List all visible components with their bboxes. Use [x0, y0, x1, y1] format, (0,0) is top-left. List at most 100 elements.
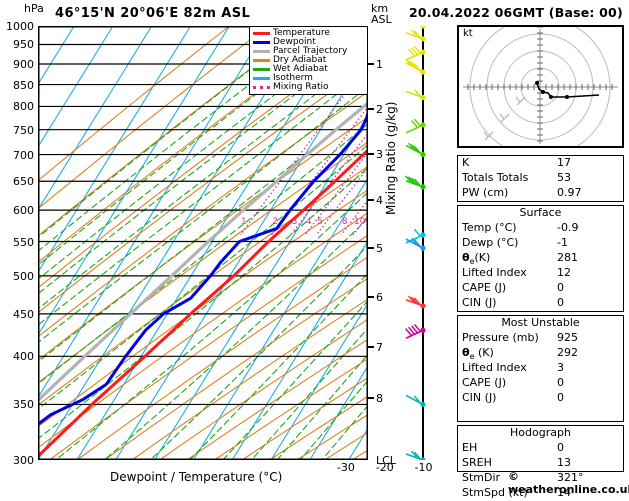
hodograph-panel: kt	[457, 14, 624, 160]
pressure-tick-label: 850	[13, 78, 34, 92]
table-row-value: 0	[557, 376, 564, 389]
pressure-tick-label: 300	[13, 454, 34, 467]
table-row-key: θe (K)	[462, 346, 494, 362]
pressure-tick-label: 750	[13, 123, 34, 137]
pressure-tick-label: 600	[13, 204, 34, 218]
height-asl-label: ASL	[371, 13, 392, 26]
height-tick-mark	[368, 246, 374, 249]
table-row-value: 13	[557, 456, 571, 469]
height-tick-mark	[368, 153, 374, 155]
legend-label: Wet Adiabat	[273, 64, 328, 74]
table-row-value: 12	[557, 266, 571, 279]
table-row: θe(K) 281	[458, 251, 623, 266]
legend-swatch	[253, 59, 270, 62]
height-tick-mark	[368, 345, 374, 348]
height-tick-mark	[368, 397, 374, 400]
mixing-ratio-label: 1	[240, 216, 247, 227]
table-row-key: Lifted Index	[462, 361, 527, 374]
table-row-value: 0	[557, 296, 564, 309]
legend-label: Dewpoint	[273, 37, 316, 47]
table-row-key: CAPE (J)	[462, 376, 507, 389]
table-row-key: Temp (°C)	[462, 221, 517, 234]
pressure-tick-label: 950	[13, 38, 34, 52]
mixing-ratio-label: 10	[354, 216, 366, 227]
mixing-ratio-label: 5	[317, 216, 323, 227]
wind-barb	[405, 394, 426, 408]
station-title: 46°15'N 20°06'E 82m ASL	[55, 6, 251, 21]
table-row-key: Pressure (mb)	[462, 331, 539, 344]
table-row-key: K	[462, 156, 470, 169]
table-row-key: θe(K)	[462, 251, 491, 267]
table-row-value: 53	[557, 171, 571, 184]
table-row: CIN (J) 0	[458, 296, 623, 311]
table-row: EH 0	[458, 441, 623, 456]
temperature-tick-label: -10	[414, 461, 433, 474]
legend-swatch	[253, 50, 270, 53]
height-unit-label: km	[371, 2, 389, 15]
table-row: K 17	[458, 156, 623, 171]
hodograph-unit-label: kt	[463, 28, 473, 39]
lcl-label: LCL	[376, 454, 396, 467]
table-row: SREH 13	[458, 456, 623, 471]
wind-barb	[405, 45, 426, 61]
wind-barb	[405, 175, 426, 190]
table-row: Dewp (°C) -1	[458, 236, 623, 251]
wind-barb	[405, 89, 426, 101]
legend-item: Dry Adiabat	[253, 56, 365, 65]
wind-barb	[405, 29, 426, 42]
height-tick-label: 7	[376, 340, 383, 354]
height-tick-label: 8	[376, 392, 383, 406]
table-header: Most Unstable	[501, 316, 580, 329]
table-row: CAPE (J) 0	[458, 376, 623, 391]
table-row: θe (K) 292	[458, 346, 623, 361]
table-row-key: Totals Totals	[462, 171, 529, 184]
height-tick-label: 3	[376, 148, 383, 161]
table-row: Totals Totals 53	[458, 171, 623, 186]
table-row: StmDir 321°	[458, 471, 623, 486]
temperature-tick-label: -30	[336, 461, 355, 474]
pressure-tick-label: 1000	[6, 20, 34, 33]
table-row-value: -0.9	[557, 221, 579, 234]
skewt-plot	[38, 26, 368, 460]
height-tick-mark	[368, 107, 374, 110]
legend-swatch	[253, 68, 270, 71]
height-tick-label: 6	[376, 290, 383, 304]
temperature-tick-label: -20	[375, 461, 394, 474]
height-tick-mark	[368, 295, 374, 298]
table-row-value: 281	[557, 251, 578, 264]
table-row-value: 292	[557, 346, 578, 359]
wind-barb	[405, 16, 426, 29]
mixing-ratio-label: 8	[341, 216, 348, 227]
wind-barb-column	[396, 16, 450, 463]
legend-label: Mixing Ratio	[273, 82, 329, 92]
indices-table: K 17 Totals Totals 53 PW (cm) 0.97	[457, 155, 624, 202]
table-row: CIN (J) 0	[458, 391, 623, 406]
table-row-key: EH	[462, 441, 478, 454]
table-row-value: 17	[557, 156, 571, 169]
height-tick-mark	[368, 63, 374, 66]
pressure-tick-label: 450	[13, 307, 34, 321]
pressure-unit-label: hPa	[24, 2, 44, 15]
pressure-tick-label: 400	[13, 350, 34, 364]
table-row: Lifted Index 12	[458, 266, 623, 281]
table-row-key: Lifted Index	[462, 266, 527, 279]
pressure-tick-label: 350	[13, 398, 34, 412]
table-row-key: SREH	[462, 456, 492, 469]
legend-label: Parcel Trajectory	[273, 46, 348, 56]
legend: Temperature Dewpoint Parcel Trajectory Dry …	[249, 26, 368, 95]
pressure-tick-label: 900	[13, 57, 34, 71]
table-row-value: 321°	[557, 471, 584, 484]
pressure-tick-label: 800	[13, 100, 34, 114]
wind-barb	[405, 142, 426, 158]
legend-label: Temperature	[273, 28, 331, 38]
table-header: Hodograph	[510, 426, 571, 439]
legend-label: Isotherm	[273, 73, 313, 83]
table-row-value: 0	[557, 281, 564, 294]
table-row-key: CAPE (J)	[462, 281, 507, 294]
height-tick-mark	[368, 199, 374, 202]
legend-item: Parcel Trajectory	[253, 47, 365, 56]
legend-item: Mixing Ratio	[253, 83, 365, 92]
x-axis-label: Dewpoint / Temperature (°C)	[110, 470, 283, 484]
table-row: CAPE (J) 0	[458, 281, 623, 296]
table-header: Surface	[519, 206, 562, 219]
